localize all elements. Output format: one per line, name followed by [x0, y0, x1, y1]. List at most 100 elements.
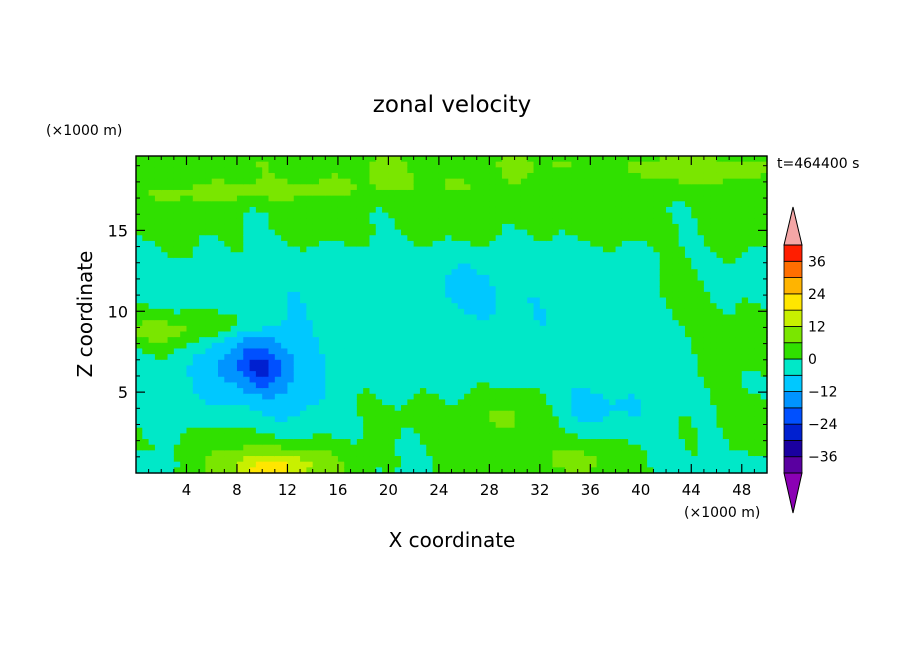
field-cell [154, 308, 162, 316]
field-cell [375, 348, 383, 355]
field-cell [539, 456, 547, 463]
field-cell [546, 439, 554, 446]
field-cell [508, 325, 516, 333]
field-cell [565, 450, 572, 457]
field-cell [318, 240, 326, 248]
field-cell [451, 252, 459, 259]
field-cell [483, 172, 490, 180]
field-cell [413, 167, 421, 174]
field-cell [350, 371, 358, 378]
field-cell [388, 201, 396, 208]
field-cell [470, 348, 478, 355]
field-cell [501, 240, 509, 248]
field-cell [230, 439, 238, 446]
field-cell [438, 365, 446, 372]
field-cell [501, 161, 509, 168]
field-cell [325, 206, 333, 214]
field-cell [628, 184, 636, 191]
field-cell [520, 450, 528, 457]
field-cell [640, 467, 648, 474]
field-cell [476, 246, 484, 253]
field-cell [508, 467, 516, 474]
field-cell [199, 456, 207, 463]
field-cell [546, 331, 554, 338]
field-cell [590, 331, 598, 338]
field-cell [236, 263, 244, 270]
field-cell [382, 240, 389, 248]
field-cell [514, 314, 522, 321]
field-cell [483, 252, 490, 259]
field-cell [142, 178, 150, 185]
field-cell [211, 410, 219, 417]
field-cell [136, 399, 143, 406]
field-cell [401, 382, 408, 389]
field-cell [306, 308, 314, 316]
field-cell [224, 167, 232, 174]
field-cell [388, 439, 396, 446]
field-cell [445, 286, 453, 293]
field-cell [161, 439, 169, 446]
field-cell [281, 342, 289, 350]
field-cell [647, 178, 655, 185]
field-cell [571, 337, 579, 344]
field-cell [691, 427, 699, 434]
field-cell [552, 359, 560, 367]
field-cell [445, 337, 453, 344]
field-cell [552, 314, 560, 321]
field-cell [533, 286, 541, 293]
field-cell [565, 172, 572, 180]
field-cell [312, 240, 320, 248]
field-cell [262, 156, 270, 163]
field-cell [483, 189, 490, 197]
field-cell [666, 439, 673, 446]
field-cell [640, 240, 648, 248]
field-cell [520, 439, 528, 446]
field-cell [180, 303, 188, 310]
field-cell [653, 427, 661, 434]
field-cell [552, 422, 560, 429]
field-cell [356, 291, 364, 299]
field-cell [224, 405, 232, 412]
field-cell [476, 388, 484, 395]
field-cell [571, 422, 579, 429]
field-cell [621, 342, 629, 350]
field-cell [546, 195, 554, 202]
field-cell [621, 405, 629, 412]
field-cell [571, 156, 579, 163]
field-cell [476, 280, 484, 287]
field-cell [300, 337, 307, 344]
field-cell [501, 189, 509, 197]
field-cell [218, 172, 225, 180]
field-cell [186, 444, 194, 451]
field-cell [666, 263, 673, 270]
field-cell [369, 297, 377, 304]
field-cell [154, 427, 162, 434]
field-cell [413, 461, 421, 468]
field-cell [154, 399, 162, 406]
field-cell [199, 461, 207, 468]
field-cell [590, 223, 598, 231]
field-cell [407, 252, 415, 259]
field-cell [293, 201, 301, 208]
field-cell [558, 269, 566, 276]
field-cell [173, 337, 181, 344]
field-cell [199, 393, 207, 401]
field-cell [230, 229, 238, 236]
field-cell [602, 291, 610, 299]
field-cell [546, 206, 554, 214]
field-cell [501, 223, 509, 231]
field-cell [344, 410, 352, 417]
field-cell [419, 206, 427, 214]
field-cell [483, 223, 490, 231]
field-cell [337, 297, 345, 304]
field-cell [464, 416, 472, 423]
field-cell [268, 433, 276, 440]
field-cell [584, 388, 591, 395]
field-cell [148, 308, 156, 316]
field-cell [337, 195, 345, 202]
field-cell [350, 297, 358, 304]
field-cell [230, 314, 238, 321]
field-cell [306, 167, 314, 174]
field-cell [211, 189, 219, 197]
field-cell [647, 399, 655, 406]
